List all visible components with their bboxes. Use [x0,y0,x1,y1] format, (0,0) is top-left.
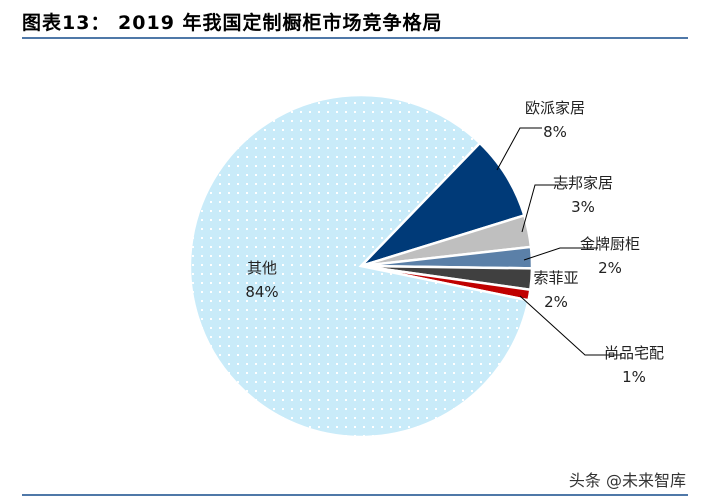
watermark: 头条 @未来智库 [568,471,686,490]
pie-slice-5 [188,93,530,439]
leader-line-oupai [496,127,542,171]
slice-value-label: 3% [571,198,595,216]
slice-category-label: 尚品宅配 [604,344,664,362]
chart-title: 图表13： 2019 年我国定制橱柜市场竞争格局 [22,12,443,34]
slice-category-label: 金牌厨柜 [580,235,640,253]
slice-value-label: 1% [622,368,646,386]
leader-line-jinpai [523,247,598,261]
leader-line-shangpin [519,295,622,356]
slice-value-label: 2% [598,259,622,277]
top-divider [22,37,688,39]
slice-value-label: 84% [245,283,278,301]
slice-category-label: 索菲亚 [533,269,578,287]
leader-line-zhibang [521,184,568,233]
slice-category-label: 欧派家居 [525,99,585,117]
slice-value-label: 2% [544,293,568,311]
slice-category-label: 其他 [247,259,277,277]
bottom-divider [22,494,688,496]
slice-value-label: 8% [543,123,567,141]
slice-category-label: 志邦家居 [553,174,613,192]
